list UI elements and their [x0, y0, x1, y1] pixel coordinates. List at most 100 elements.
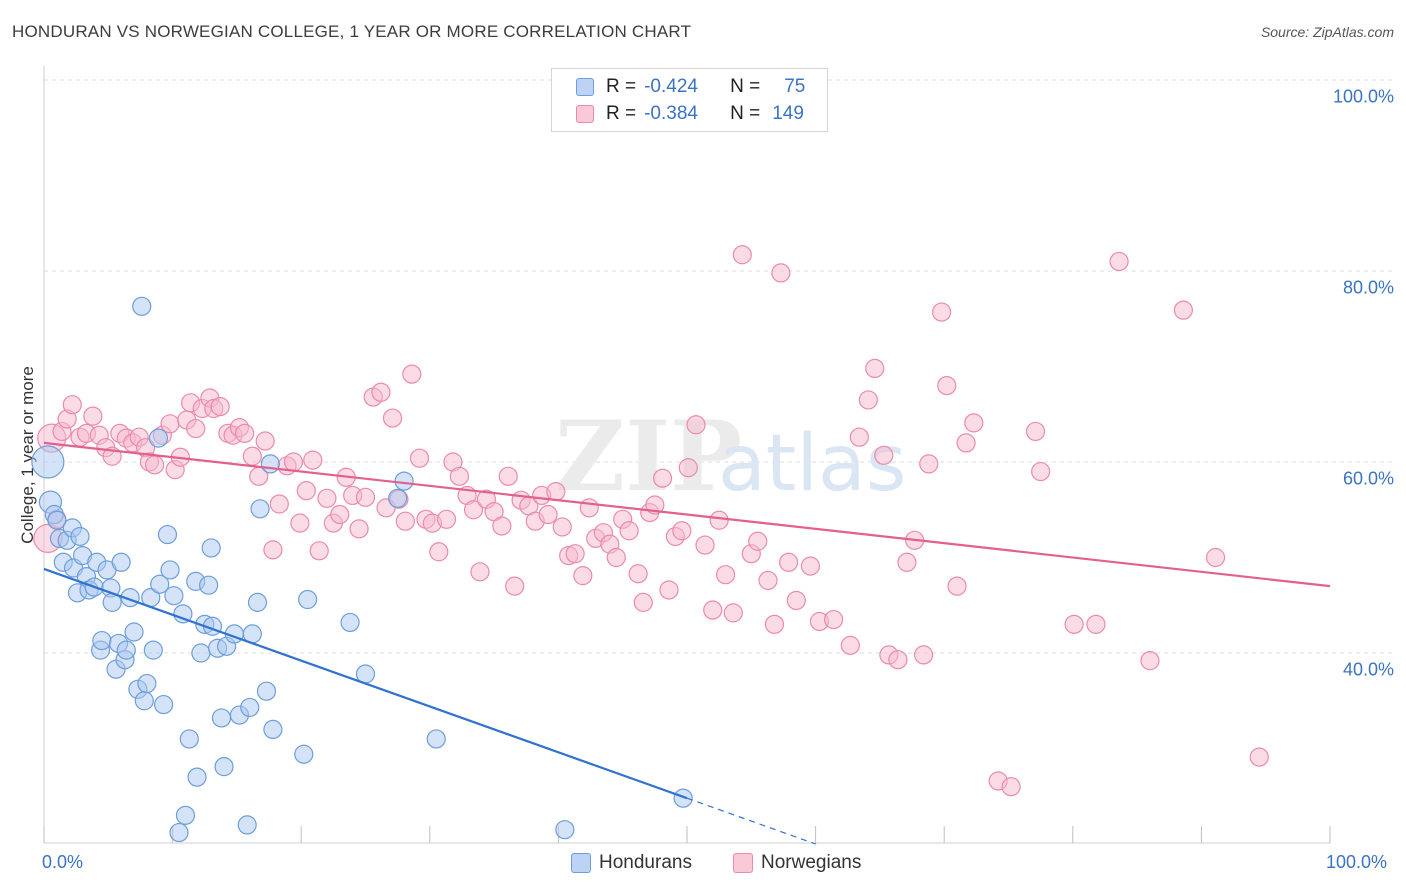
norwegian-point-110 [764, 614, 785, 634]
norwegian-point-90 [619, 521, 639, 541]
bottom-legend-hondurans[interactable]: Hondurans [571, 852, 692, 874]
honduran-point-72 [555, 820, 575, 840]
legend-row-norwegians: R = -0.384 N = 149 [576, 103, 804, 125]
honduran-point-73 [673, 788, 693, 808]
honduran-point-38 [160, 560, 180, 580]
norwegian-r-value: -0.384 [644, 103, 698, 124]
norwegian-point-18 [144, 455, 165, 475]
norwegian-legend-swatch [733, 853, 753, 873]
norwegian-n-label: N = [730, 103, 761, 124]
norwegian-point-108 [748, 531, 768, 551]
norwegian-point-59 [409, 448, 430, 468]
norwegian-trend-line [43, 441, 1331, 588]
bottom-legend-norwegians[interactable]: Norwegians [733, 852, 861, 874]
norwegian-point-78 [538, 504, 558, 525]
norwegian-point-25 [186, 418, 206, 439]
honduran-point-52 [211, 708, 232, 728]
norwegian-point-83 [573, 566, 593, 586]
norwegian-point-139 [1109, 251, 1129, 272]
norwegian-point-43 [303, 450, 323, 470]
norwegian-point-105 [723, 603, 743, 623]
norwegian-point-98 [672, 521, 692, 541]
norwegian-point-116 [824, 609, 844, 630]
norwegian-point-103 [709, 510, 729, 530]
hondurans-series [31, 296, 693, 843]
norwegian-point-101 [695, 535, 715, 555]
norwegian-point-5 [62, 395, 82, 415]
norwegian-point-131 [956, 433, 976, 453]
honduran-point-48 [199, 575, 219, 595]
norwegian-point-96 [659, 580, 679, 600]
honduran-point-57 [237, 815, 257, 835]
y-tick-label-40: 40.0% [1342, 659, 1394, 680]
norwegian-point-129 [937, 376, 957, 396]
honduran-point-65 [294, 744, 314, 764]
norwegian-point-55 [382, 408, 403, 428]
norwegian-point-42 [296, 481, 316, 501]
norwegian-point-79 [546, 482, 566, 502]
correlation-legend: R = -0.424 N = 75 R = -0.384 N = 149 [551, 68, 828, 132]
norwegian-point-73 [505, 576, 525, 596]
norwegian-point-135 [1025, 421, 1046, 442]
norwegian-legend-label: Norwegians [761, 852, 862, 873]
norwegian-point-113 [786, 590, 806, 611]
honduran-trend-extension [686, 797, 816, 845]
honduran-legend-label: Hondurans [599, 852, 692, 873]
norwegian-point-102 [703, 600, 723, 620]
honduran-point-36 [153, 694, 174, 715]
norwegian-point-112 [778, 552, 799, 572]
norwegian-point-29 [210, 397, 230, 417]
source-label: Source: ZipAtlas.com [1260, 24, 1394, 40]
norwegian-point-82 [565, 544, 585, 564]
honduran-point-64 [263, 719, 283, 740]
honduran-point-46 [191, 643, 211, 663]
honduran-point-33 [143, 640, 163, 660]
norwegian-point-136 [1031, 461, 1051, 482]
honduran-point-49 [201, 538, 221, 558]
norwegian-point-34 [242, 446, 262, 466]
honduran-r-label: R = [606, 76, 637, 97]
norwegian-point-121 [874, 445, 894, 465]
norwegian-point-38 [269, 494, 289, 514]
norwegian-n-value: 149 [772, 103, 804, 124]
honduran-point-60 [247, 592, 268, 612]
x-tick-label-min: 0.0% [42, 852, 84, 872]
watermark-atlas: atlas [718, 419, 907, 509]
norwegian-point-51 [355, 487, 376, 507]
norwegian-point-114 [800, 556, 821, 576]
norwegian-point-57 [395, 511, 415, 531]
legend-row-hondurans: R = -0.424 N = 75 [576, 76, 805, 98]
norwegian-point-63 [436, 509, 457, 529]
honduran-point-0 [31, 445, 65, 479]
norwegian-point-53 [371, 382, 391, 402]
norwegian-point-50 [349, 519, 369, 539]
honduran-point-23 [111, 552, 131, 572]
norwegian-point-58 [402, 364, 422, 384]
norwegian-point-45 [317, 488, 337, 508]
y-tick-label-100: 100.0% [1332, 86, 1394, 107]
honduran-point-37 [157, 524, 178, 545]
norwegian-point-20 [160, 414, 180, 434]
honduran-point-53 [214, 757, 234, 777]
norwegian-point-36 [255, 431, 275, 451]
honduran-trend-line [43, 567, 688, 800]
honduran-point-34 [148, 428, 169, 448]
norwegian-point-47 [330, 504, 350, 525]
norwegians-series [33, 245, 1269, 797]
norwegian-point-88 [606, 547, 626, 568]
honduran-r-value: -0.424 [644, 76, 698, 97]
norwegian-point-117 [840, 635, 860, 655]
norwegian-point-109 [758, 570, 778, 591]
norwegian-point-68 [470, 562, 490, 582]
honduran-point-30 [134, 691, 154, 711]
norwegian-point-92 [633, 592, 653, 612]
chart-title: HONDURAN VS NORWEGIAN COLLEGE, 1 YEAR OR… [12, 22, 692, 41]
honduran-point-29 [132, 296, 152, 316]
norwegian-point-72 [498, 466, 518, 486]
norwegian-point-128 [932, 302, 952, 322]
honduran-point-70 [394, 471, 414, 491]
norwegian-point-84 [579, 498, 599, 518]
honduran-n-label: N = [730, 76, 761, 97]
norwegian-point-106 [732, 245, 752, 265]
norwegian-point-67 [463, 500, 484, 520]
